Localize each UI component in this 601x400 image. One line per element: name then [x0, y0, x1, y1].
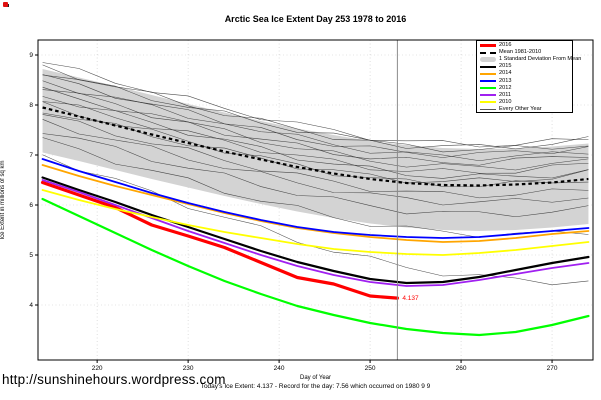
series-2015-line [41, 176, 590, 285]
series-2012-line [41, 197, 590, 337]
legend-item-mean-1981-2010: Mean 1981-2010 [480, 49, 572, 56]
legend-item-2010: 2010 [480, 99, 572, 106]
legend-label: 2016 [499, 42, 512, 49]
legend-swatch-icon [480, 44, 496, 48]
every-other-year-line [42, 62, 589, 148]
site-url: http://sunshinehours.wordpress.com [2, 372, 226, 387]
series-2016-line [40, 180, 399, 300]
every-other-year-line [42, 96, 589, 179]
y-tick-label: 9 [29, 52, 33, 59]
legend-swatch-icon [480, 108, 496, 110]
legend-swatch-icon [480, 80, 496, 83]
corner-artifact-icon [3, 2, 8, 7]
legend-item-2014: 2014 [480, 70, 572, 77]
x-tick-label: 240 [274, 365, 285, 372]
legend-item-every-other-year: Every Other Year [480, 106, 572, 113]
y-tick-label: 4 [29, 302, 33, 309]
legend-item-1-standard-deviation-from-mean: 1 Standard Deviation From Mean [480, 56, 581, 63]
chart-title: Arctic Sea Ice Extent Day 253 1978 to 20… [224, 14, 407, 24]
every-other-year-line [42, 133, 589, 218]
legend-label: 2014 [499, 70, 512, 77]
y-tick-label: 8 [29, 102, 33, 109]
legend-label: 1 Standard Deviation From Mean [499, 56, 582, 63]
every-other-year-line [42, 119, 589, 206]
legend-swatch-icon [480, 51, 496, 54]
legend-item-2012: 2012 [480, 85, 572, 92]
legend-swatch-icon [480, 87, 496, 90]
legend-label: 2010 [499, 98, 512, 105]
x-tick-label: 220 [92, 365, 103, 372]
every-other-year-line [42, 101, 589, 174]
x-tick-label: 270 [547, 365, 558, 372]
plot-border [37, 39, 594, 361]
chart-legend: 2016 Mean 1981-2010 1 Standard Deviation F… [476, 40, 581, 113]
legend-item-2015: 2015 [480, 63, 572, 70]
x-tick-label: 250 [365, 365, 376, 372]
x-tick-label: 260 [456, 365, 467, 372]
legend-item-2011: 2011 [480, 92, 572, 99]
legend-label: Mean 1981-2010 [499, 49, 542, 56]
every-other-year-line [42, 89, 589, 171]
series-2013-line [41, 158, 590, 239]
legend-swatch-icon [480, 72, 496, 75]
every-other-year-line [42, 86, 589, 166]
series-2011-line [41, 179, 590, 287]
legend-swatch-icon [480, 65, 496, 68]
series-2010-line [41, 189, 590, 256]
legend-label: 2013 [499, 77, 512, 84]
every-other-year-line [42, 114, 589, 199]
legend-swatch-icon [480, 101, 496, 104]
every-other-year-line [42, 74, 589, 162]
every-other-year-line [42, 74, 589, 150]
series-2014-line [41, 164, 590, 243]
data-layer [40, 62, 590, 337]
y-tick-label: 5 [29, 252, 33, 259]
y-tick-label: 7 [29, 152, 33, 159]
y-axis-title: Ice Extent in millions of sq km [0, 160, 6, 240]
y-tick-label: 6 [29, 202, 33, 209]
legend-swatch-icon [480, 57, 496, 63]
every-other-year-line [42, 80, 589, 158]
x-axis-title: Day of Year [299, 375, 332, 381]
legend-item-2016: 2016 [480, 42, 572, 49]
legend-label: Every Other Year [499, 105, 542, 112]
legend-label: 2015 [499, 63, 512, 70]
legend-label: 2011 [499, 91, 512, 98]
legend-item-2013: 2013 [480, 77, 572, 84]
ice-extent-annotation: 4.137 [402, 295, 419, 302]
every-other-year-line [42, 64, 589, 153]
ice-extent-caption: Today's Ice Extent: 4.137 - Record for t… [200, 383, 431, 390]
x-tick-label: 230 [183, 365, 194, 372]
mean-line [42, 106, 589, 187]
legend-swatch-icon [480, 94, 496, 97]
legend-label: 2012 [499, 84, 512, 91]
